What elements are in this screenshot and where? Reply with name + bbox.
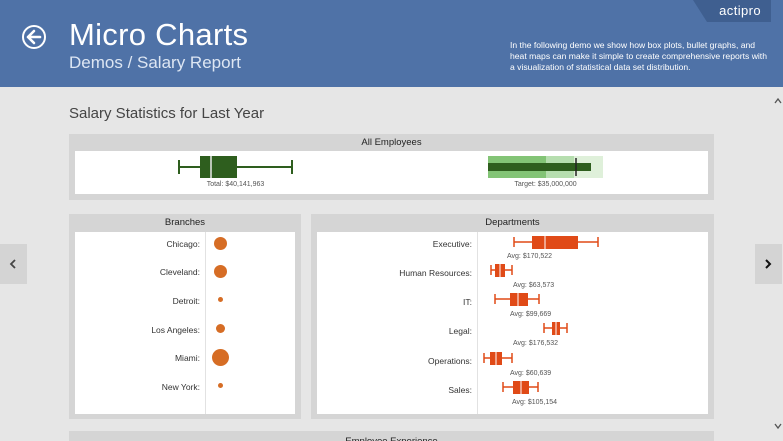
department-avg: Avg: $176,532 (513, 340, 559, 347)
chevron-left-icon (9, 259, 16, 269)
main-content: Salary Statistics for Last Year All Empl… (0, 87, 783, 441)
legal-box-plot (543, 322, 568, 335)
departments-title: Departments (485, 217, 540, 228)
back-arrow-icon (26, 29, 42, 45)
branch-name: Los Angeles: (151, 325, 200, 335)
departments-divider (477, 232, 478, 414)
departments-panel: Departments Executive: Human Resources: … (311, 214, 714, 419)
branch-name: Chicago: (166, 239, 200, 249)
branch-name: Cleveland: (159, 267, 200, 277)
branch-name: Detroit: (172, 296, 200, 306)
all-employees-charts (178, 156, 603, 178)
app-header: Micro Charts Demos / Salary Report In th… (0, 0, 783, 87)
hr-box-plot (490, 264, 513, 277)
vertical-scrollbar[interactable] (773, 87, 783, 441)
branches-title: Branches (164, 217, 206, 228)
department-avg: Avg: $63,573 (513, 282, 555, 289)
back-button[interactable] (22, 25, 46, 49)
sales-box-plot (502, 381, 539, 394)
branch-bubble (218, 383, 223, 388)
executive-box-plot (513, 236, 599, 249)
branch-bubble (218, 297, 223, 302)
department-name: Legal: (448, 326, 472, 336)
department-name: IT: (463, 297, 472, 307)
branch-bubble (214, 265, 227, 278)
department-name: Operations: (428, 356, 472, 366)
department-name: Executive: (432, 239, 472, 249)
department-avg: Avg: $60,639 (510, 370, 552, 377)
operations-box-plot (483, 352, 513, 365)
total-label: Total: $40,141,963 (206, 181, 265, 188)
department-avg: Avg: $105,154 (512, 399, 558, 406)
all-employees-panel: All Employees (69, 134, 714, 200)
brand-logo: actipro (693, 0, 771, 22)
page-title: Micro Charts (69, 17, 249, 52)
employee-experience-title: Employee Experience (69, 433, 714, 441)
total-box-plot (178, 156, 293, 178)
branch-name: Miami: (174, 353, 200, 363)
chevron-right-icon (765, 259, 772, 269)
department-box-plots (483, 236, 599, 394)
employee-experience-panel: Employee Experience (69, 431, 714, 441)
departments-body: Executive: Human Resources: IT: Legal: O… (317, 232, 708, 414)
scrollbar-arrows (774, 97, 782, 430)
department-avg: Avg: $99,669 (510, 311, 552, 318)
department-name: Sales: (448, 385, 472, 395)
branches-body: Chicago: Cleveland: Detroit: Los Angeles… (75, 232, 295, 414)
branches-divider (205, 232, 206, 414)
breadcrumb: Demos / Salary Report (69, 53, 241, 72)
scroll-up-icon (774, 97, 782, 104)
all-employees-body: Total: $40,141,963 Target: $35,000,000 (75, 151, 708, 194)
all-employees-title: All Employees (361, 137, 422, 148)
target-label: Target: $35,000,000 (514, 181, 577, 188)
department-name: Human Resources: (399, 268, 472, 278)
demo-description: In the following demo we show how box pl… (510, 40, 767, 73)
section-title: Salary Statistics for Last Year (69, 105, 265, 122)
branch-bubble (212, 349, 229, 366)
branches-panel: Branches Chicago: Cleveland: Detroit: Lo… (69, 214, 301, 419)
next-button[interactable] (755, 244, 782, 284)
previous-button[interactable] (0, 244, 27, 284)
branch-name: New York: (161, 382, 200, 392)
branch-bubble (214, 237, 227, 250)
branch-bubble (216, 324, 225, 333)
target-bullet-graph (488, 156, 603, 178)
it-box-plot (494, 293, 540, 306)
scroll-down-icon (774, 423, 782, 430)
department-avg: Avg: $170,522 (507, 253, 553, 260)
